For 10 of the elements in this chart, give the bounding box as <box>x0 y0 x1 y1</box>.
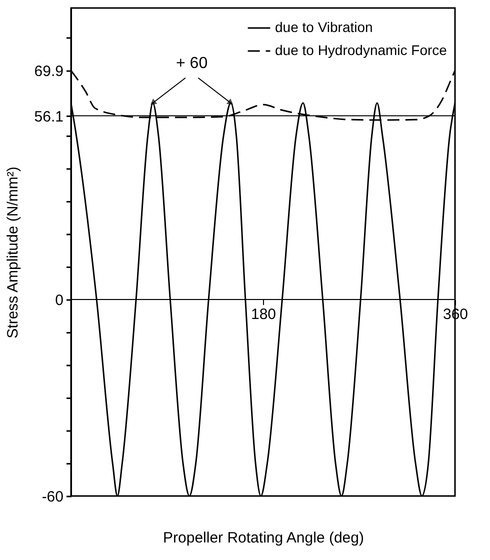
y-tick-label: -60 <box>42 488 64 506</box>
legend-label: due to Vibration <box>275 19 373 35</box>
x-tick-label: 180 <box>250 306 276 323</box>
annotation: + 60 <box>176 54 208 72</box>
legend-label: due to Hydrodynamic Force <box>275 42 448 58</box>
y-tick-label: 0 <box>55 292 64 309</box>
y-tick-label: 69.9 <box>34 63 64 80</box>
y-axis-title: Stress Amplitude (N/mm²) <box>4 166 22 338</box>
y-tick-label: 56.1 <box>34 108 64 126</box>
x-axis-title: Propeller Rotating Angle (deg) <box>163 530 364 546</box>
